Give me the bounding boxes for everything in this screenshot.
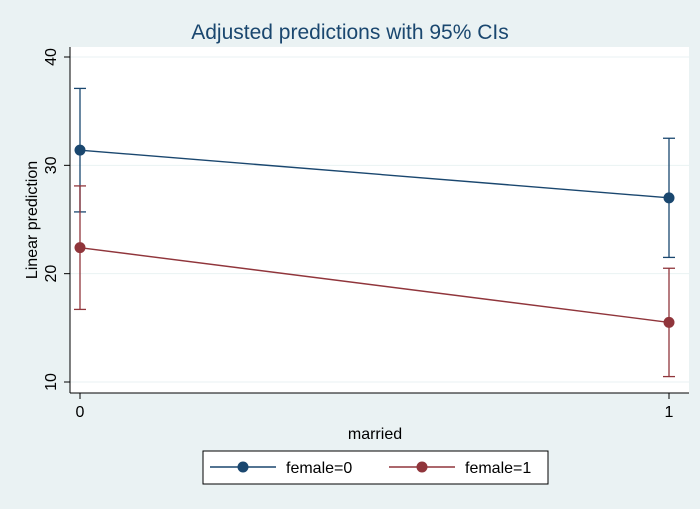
data-point <box>74 144 86 156</box>
chart-title: Adjusted predictions with 95% CIs <box>191 21 509 44</box>
series-line <box>79 246 670 324</box>
gridlines <box>70 56 689 383</box>
legend-label: female=1 <box>465 460 531 477</box>
y-tick-label: 30 <box>43 156 60 174</box>
series-female-1 <box>74 185 675 378</box>
data-point <box>663 192 675 204</box>
legend-items: female=0 female=1 <box>210 460 531 477</box>
plot-area <box>70 47 689 393</box>
data-point <box>663 316 675 328</box>
y-tick-label: 10 <box>43 373 60 391</box>
legend-entry: female=1 <box>389 460 531 477</box>
series-layer <box>74 87 675 378</box>
x-tick-label: 0 <box>76 404 85 421</box>
legend-marker <box>416 461 428 473</box>
y-tick-label: 40 <box>43 48 60 66</box>
y-axis-ticks: 10 20 30 40 <box>43 48 70 391</box>
x-axis-label: married <box>348 426 402 443</box>
legend-marker <box>237 461 249 473</box>
y-axis-label: Linear prediction <box>24 161 41 279</box>
series-line <box>79 149 670 199</box>
legend-entry: female=0 <box>210 460 352 477</box>
data-point <box>74 242 86 254</box>
x-tick-label: 1 <box>665 404 674 421</box>
legend-label: female=0 <box>286 460 352 477</box>
legend: female=0 female=1 <box>202 450 549 485</box>
y-tick-label: 20 <box>43 265 60 283</box>
